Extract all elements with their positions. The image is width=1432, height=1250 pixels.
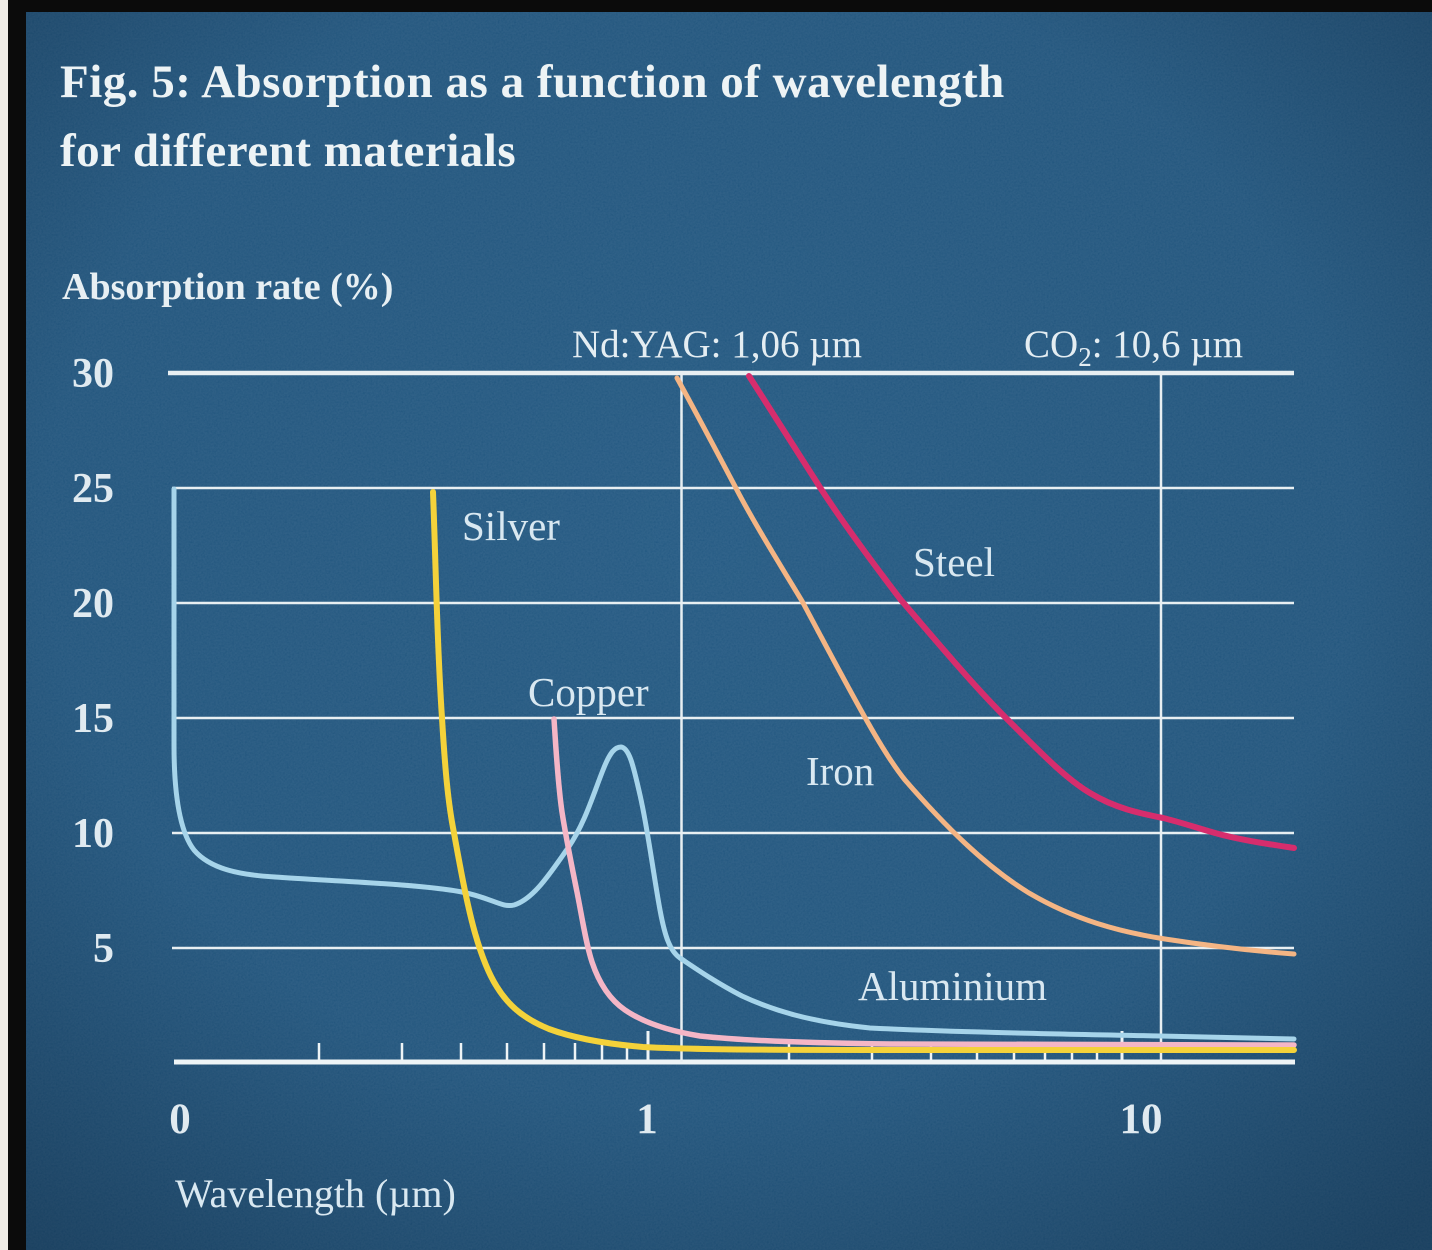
- silver-label: Silver: [462, 503, 560, 549]
- co2-annotation: CO2: 10,6 µm: [1024, 323, 1243, 372]
- y-axis-title: Absorption rate (%): [62, 266, 393, 308]
- iron-curve: [674, 375, 1297, 957]
- steel-label: Steel: [913, 539, 995, 585]
- figure-title-line1: Fig. 5: Absorption as a function of wave…: [60, 56, 1005, 108]
- co2-value: : 10,6 µm: [1092, 323, 1243, 366]
- y-tick-5: 5: [93, 926, 114, 972]
- y-tick-25: 25: [72, 466, 114, 512]
- x-tick-1: 1: [636, 1096, 658, 1143]
- y-tick-15: 15: [72, 696, 114, 742]
- y-tick-10: 10: [72, 811, 114, 857]
- ndyag-annotation: Nd:YAG: 1,06 µm: [572, 323, 862, 366]
- x-axis-title: Wavelength (µm): [175, 1171, 456, 1216]
- y-tick-30: 30: [72, 351, 114, 397]
- co2-base: CO: [1024, 323, 1078, 366]
- gridlines: [168, 370, 1294, 950]
- steel-curve: [746, 373, 1297, 851]
- x-tick-0: 0: [169, 1096, 191, 1143]
- aluminium-label: Aluminium: [858, 963, 1047, 1009]
- series-curves: [171, 373, 1297, 1053]
- y-tick-20: 20: [72, 581, 114, 627]
- silver-curve: [430, 489, 1297, 1053]
- figure-title-line2: for different materials: [60, 125, 516, 177]
- page-edge: [0, 0, 8, 1250]
- iron-label: Iron: [806, 748, 874, 794]
- co2-subscript: 2: [1078, 342, 1092, 372]
- copper-curve: [551, 716, 1297, 1048]
- x-tick-10: 10: [1120, 1096, 1163, 1143]
- aluminium-curve: [171, 486, 1297, 1042]
- copper-label: Copper: [528, 669, 649, 715]
